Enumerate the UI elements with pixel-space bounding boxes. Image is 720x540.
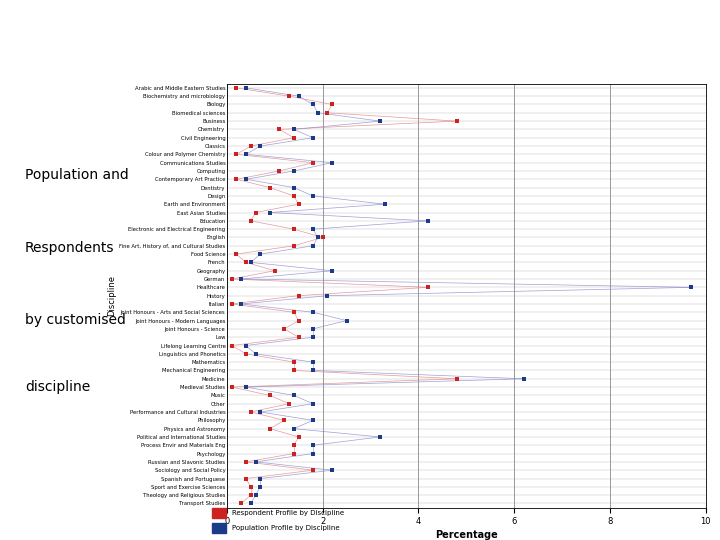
Text: by customised: by customised bbox=[25, 313, 126, 327]
Text: Respondents: Respondents bbox=[25, 240, 114, 254]
Text: Disciplines: Disciplines bbox=[18, 35, 187, 63]
Text: Population Profile by Discipline: Population Profile by Discipline bbox=[232, 525, 339, 531]
Text: Respondent Profile by Discipline: Respondent Profile by Discipline bbox=[232, 510, 344, 516]
Bar bbox=[212, 523, 226, 533]
Text: discipline: discipline bbox=[25, 380, 90, 394]
X-axis label: Percentage: Percentage bbox=[435, 530, 498, 540]
Text: Population and: Population and bbox=[25, 168, 129, 183]
Bar bbox=[212, 508, 226, 518]
Y-axis label: Discipline: Discipline bbox=[107, 275, 117, 316]
Text: UNIVERSITY OF LEEDS: UNIVERSITY OF LEEDS bbox=[475, 42, 623, 55]
